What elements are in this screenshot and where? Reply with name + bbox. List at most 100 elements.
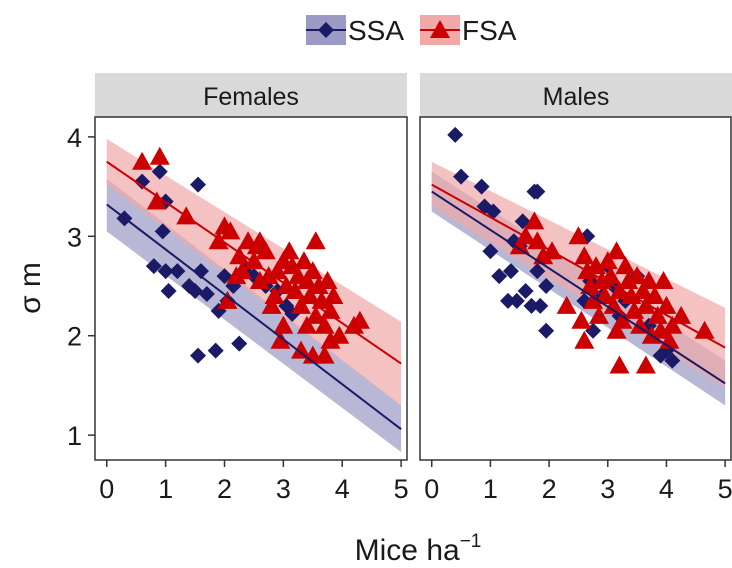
strip-females <box>95 73 407 117</box>
strip-males <box>420 73 732 117</box>
point-ssa-females-20 <box>231 335 248 352</box>
point-fsa-females-30 <box>311 290 332 309</box>
point-fsa-females-25 <box>296 271 317 290</box>
point-ssa-males-13 <box>523 297 540 314</box>
point-ssa-males-9 <box>508 292 525 309</box>
point-fsa-females-4 <box>208 231 229 250</box>
point-ssa-females-12 <box>190 176 207 193</box>
x-axis-title-superscript: −1 <box>460 531 482 552</box>
point-fsa-females-46 <box>305 231 326 250</box>
point-ssa-females-1 <box>134 173 151 190</box>
point-fsa-females-34 <box>323 285 344 304</box>
y-axis-title: σ m <box>14 262 47 314</box>
point-fsa-males-26 <box>630 315 651 334</box>
point-fsa-males-25 <box>627 266 648 285</box>
x-tick-label-females-4: 4 <box>335 474 350 504</box>
point-fsa-males-6 <box>568 226 589 245</box>
confidence-band-ssa-females <box>106 178 402 453</box>
point-fsa-females-13 <box>255 241 276 260</box>
point-ssa-males-17 <box>532 297 549 314</box>
point-fsa-females-42 <box>273 315 294 334</box>
point-ssa-males-0 <box>447 126 464 143</box>
point-ssa-females-11 <box>192 263 209 280</box>
point-ssa-females-15 <box>207 342 224 359</box>
strip-label-males: Males <box>543 83 610 111</box>
point-fsa-males-18 <box>606 241 627 260</box>
point-fsa-females-12 <box>249 271 270 290</box>
point-fsa-males-31 <box>644 285 665 304</box>
x-axis-title: Mice ha−1 <box>355 531 482 567</box>
point-fsa-males-3 <box>533 246 554 265</box>
x-tick-label-females-2: 2 <box>217 474 232 504</box>
x-tick-label-males-3: 3 <box>600 474 615 504</box>
point-ssa-males-7 <box>500 292 517 309</box>
x-tick-label-females-0: 0 <box>99 474 114 504</box>
point-fsa-females-32 <box>317 271 338 290</box>
point-fsa-males-11 <box>586 256 607 275</box>
point-ssa-males-2 <box>473 178 490 195</box>
point-fsa-males-16 <box>600 266 621 285</box>
legend-label-fsa: FSA <box>462 15 517 46</box>
point-fsa-females-0 <box>132 151 153 170</box>
point-fsa-males-7 <box>574 246 595 265</box>
plot-layer-males <box>431 126 726 406</box>
point-fsa-females-41 <box>261 295 282 314</box>
point-ssa-females-14 <box>190 347 207 364</box>
x-tick-label-males-2: 2 <box>542 474 557 504</box>
point-fsa-females-33 <box>320 300 341 319</box>
point-fsa-males-22 <box>618 271 639 290</box>
x-tick-label-females-5: 5 <box>394 474 409 504</box>
point-fsa-females-29 <box>308 276 329 295</box>
point-fsa-males-35 <box>662 315 683 334</box>
plot-layer-females <box>106 138 402 453</box>
point-fsa-males-42 <box>556 295 577 314</box>
x-axis-males: 0 1 2 3 4 5 <box>424 460 732 504</box>
point-ssa-males-5 <box>482 243 499 260</box>
y-axis: 1 2 3 4 <box>67 123 95 451</box>
x-tick-label-males-1: 1 <box>483 474 498 504</box>
point-fsa-females-24 <box>293 251 314 270</box>
point-fsa-males-43 <box>571 310 592 329</box>
strip-label-females: Females <box>203 83 299 111</box>
point-fsa-females-38 <box>320 330 341 349</box>
point-fsa-males-10 <box>583 290 604 309</box>
point-fsa-females-35 <box>291 340 312 359</box>
x-tick-label-females-3: 3 <box>276 474 291 504</box>
point-ssa-males-12 <box>517 282 534 299</box>
point-fsa-males-45 <box>606 320 627 339</box>
y-tick-label-4: 4 <box>67 123 82 153</box>
point-ssa-males-15 <box>529 183 546 200</box>
point-fsa-females-31 <box>314 315 335 334</box>
point-ssa-females-6 <box>157 263 174 280</box>
point-fsa-males-9 <box>580 276 601 295</box>
point-ssa-males-16 <box>529 263 546 280</box>
point-fsa-females-47 <box>226 266 247 285</box>
point-fsa-females-6 <box>220 221 241 240</box>
point-fsa-females-40 <box>349 310 370 329</box>
x-tick-label-males-0: 0 <box>424 474 439 504</box>
x-axis-title-main: Mice ha <box>355 534 460 567</box>
point-ssa-females-2 <box>151 163 168 180</box>
point-fsa-males-14 <box>594 285 615 304</box>
point-fsa-males-27 <box>632 280 653 299</box>
point-fsa-females-45 <box>249 231 270 250</box>
point-fsa-males-44 <box>653 271 674 290</box>
point-fsa-females-44 <box>270 330 291 349</box>
point-fsa-males-29 <box>638 271 659 290</box>
point-fsa-males-17 <box>603 295 624 314</box>
x-axis-females: 0 1 2 3 4 5 <box>99 460 409 504</box>
point-ssa-females-4 <box>154 223 171 240</box>
point-fsa-females-23 <box>291 295 312 314</box>
point-fsa-females-1 <box>149 146 170 165</box>
point-fsa-males-32 <box>647 305 668 324</box>
point-fsa-males-15 <box>597 251 618 270</box>
point-ssa-males-8 <box>502 263 519 280</box>
panel-males: Males <box>419 73 732 461</box>
legend-entry-ssa: SSA <box>306 15 404 46</box>
panel-females: Females <box>94 73 408 461</box>
point-fsa-males-21 <box>615 256 636 275</box>
point-fsa-males-39 <box>609 355 630 374</box>
point-fsa-females-2 <box>146 191 167 210</box>
legend-entry-fsa: FSA <box>420 15 517 46</box>
